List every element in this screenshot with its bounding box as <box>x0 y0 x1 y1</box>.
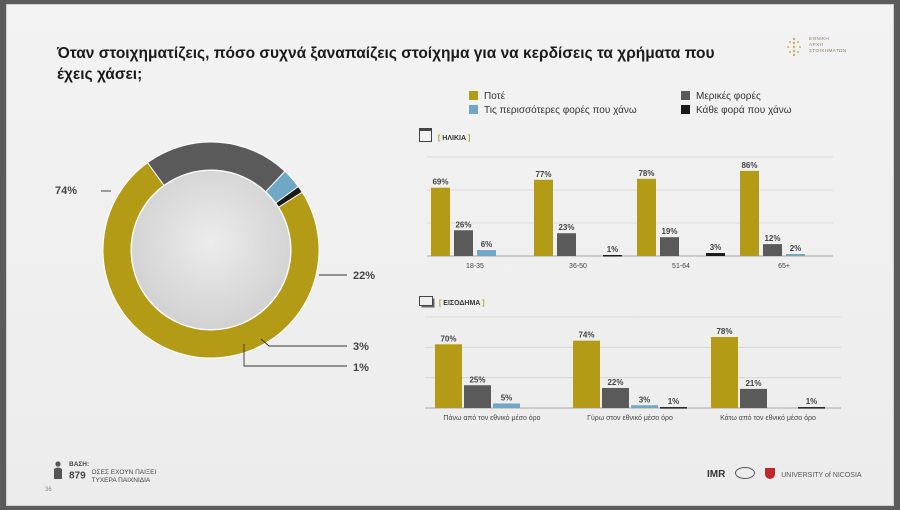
legend-item-often: Τις περισσότερες φορές που χάνω <box>469 105 637 116</box>
bar-value-label: 78% <box>638 169 654 178</box>
bar-value-label: 3% <box>639 395 651 404</box>
bar <box>493 403 520 408</box>
bar-value-label: 5% <box>501 393 513 402</box>
bar <box>740 170 759 256</box>
bar-value-label: 1% <box>607 245 619 254</box>
slide: Όταν στοιχηματίζεις, πόσο συχνά ξαναπαίζ… <box>6 4 894 506</box>
brand-logo-line: ΕΘΝΙΚΗ <box>809 37 830 42</box>
leader-line <box>260 338 347 347</box>
donut-hole <box>132 171 290 329</box>
bar-value-label: 19% <box>661 227 677 236</box>
bar <box>534 179 553 256</box>
bar <box>763 244 782 256</box>
bar <box>786 254 805 256</box>
bar <box>740 388 767 408</box>
leader-line <box>243 344 347 367</box>
brand-logo-line: ΣΤΟΙΧΗΜΑΤΩΝ <box>809 49 847 54</box>
legend-swatch <box>469 91 478 100</box>
section-header-income: [ ΕΙΣΟΔΗΜΑ ] <box>419 296 485 307</box>
bar-value-label: 70% <box>440 334 456 343</box>
person-icon <box>53 461 63 479</box>
donut-value-label: 1% <box>353 362 369 374</box>
brand-logo-icon <box>787 37 801 57</box>
footer-logos: IMR UNIVERSITY of NICOSIA <box>707 467 862 480</box>
bar-value-label: 77% <box>535 170 551 179</box>
base-text: ΤΥΧΕΡΑ ΠΑΙΧΝΙΔΙΑ <box>91 477 151 484</box>
bar-value-label: 22% <box>607 378 623 387</box>
university-logo-icon <box>765 468 776 479</box>
bar <box>637 178 656 256</box>
bar <box>477 250 496 256</box>
donut-slice <box>275 185 303 208</box>
bar <box>798 407 825 409</box>
page-number: 36 <box>45 487 52 493</box>
bar <box>660 237 679 256</box>
bar <box>435 344 462 408</box>
imr-logo: IMR <box>707 469 726 480</box>
bar-value-label: 12% <box>764 234 780 243</box>
bar-value-label: 25% <box>469 375 485 384</box>
brand-logo-line: ΑΡΧΗ <box>809 43 824 48</box>
base-count: 879 <box>69 470 86 482</box>
brand-logo: ΕΘΝΙΚΗ ΑΡΧΗ ΣΤΟΙΧΗΜΑΤΩΝ <box>783 35 873 61</box>
legend-swatch <box>681 105 690 114</box>
donut-value-label: 74% <box>55 185 77 197</box>
x-tick-label: Γύρω στον εθνικό μέσο όρο <box>587 414 673 422</box>
sample-base: ΒΑΣΗ: 879 ΟΣΕΣ ΕΧΟΥΝ ΠΑΙΞΕΙ ΤΥΧΕΡΑ ΠΑΙΧΝ… <box>54 461 157 485</box>
donut-value-label: 22% <box>353 270 375 282</box>
bar-value-label: 3% <box>710 243 722 252</box>
bar-value-label: 78% <box>716 327 732 336</box>
calendar-icon <box>419 128 432 142</box>
bar-value-label: 6% <box>481 240 493 249</box>
base-text: ΟΣΕΣ ΕΧΟΥΝ ΠΑΙΞΕΙ <box>91 469 157 476</box>
bar-value-label: 26% <box>455 220 471 229</box>
x-tick-label: Πάνω από τον εθνικό μέσο όρο <box>443 414 540 422</box>
legend-swatch <box>469 105 478 114</box>
bar-value-label: 23% <box>558 223 574 232</box>
bar <box>557 233 576 256</box>
x-tick-label: 65+ <box>778 263 790 270</box>
bar-value-label: 86% <box>741 161 757 170</box>
donut-value-label: 3% <box>353 341 369 353</box>
x-tick-label: 51-64 <box>672 263 690 270</box>
bar-value-label: 2% <box>790 244 802 253</box>
x-tick-label: 18-35 <box>466 263 484 270</box>
section-header-age: [ ΗΛΙΚΙΑ ] <box>419 128 470 142</box>
bar-value-label: 69% <box>432 178 448 187</box>
bar <box>660 407 687 409</box>
legend-item-always: Κάθε φορά που χάνω <box>681 105 792 116</box>
bar-value-label: 74% <box>578 331 594 340</box>
x-tick-label: 36-50 <box>569 263 587 270</box>
bar <box>631 405 658 408</box>
bar-value-label: 1% <box>668 397 680 406</box>
bar <box>711 337 738 408</box>
bar <box>431 187 450 256</box>
university-logo-text: UNIVERSITY of NICOSIA <box>781 472 862 479</box>
bar-value-label: 1% <box>806 397 818 406</box>
legend-swatch <box>681 91 690 100</box>
partner-logo-icon <box>735 467 756 479</box>
bar <box>454 230 473 256</box>
bar <box>603 255 622 257</box>
chart-canvas: 74% 22% 3% 1% 69% 26% 6% 18-35 77% 23% 1% 36-50 78% 1… <box>55 141 841 422</box>
base-label: ΒΑΣΗ: <box>69 461 90 468</box>
legend-item-sometimes: Μερικές φορές <box>681 91 761 102</box>
page-title: Όταν στοιχηματίζεις, πόσο συχνά ξαναπαίζ… <box>57 45 715 83</box>
x-tick-label: Κάτω από τον εθνικό μέσο όρο <box>720 414 816 422</box>
donut-slice <box>102 161 320 359</box>
money-icon <box>419 296 433 306</box>
bar <box>464 385 491 408</box>
bar <box>602 387 629 408</box>
legend-item-never: Ποτέ <box>469 91 505 102</box>
bar <box>573 340 600 408</box>
bar-value-label: 21% <box>745 379 761 388</box>
bar <box>706 253 725 256</box>
